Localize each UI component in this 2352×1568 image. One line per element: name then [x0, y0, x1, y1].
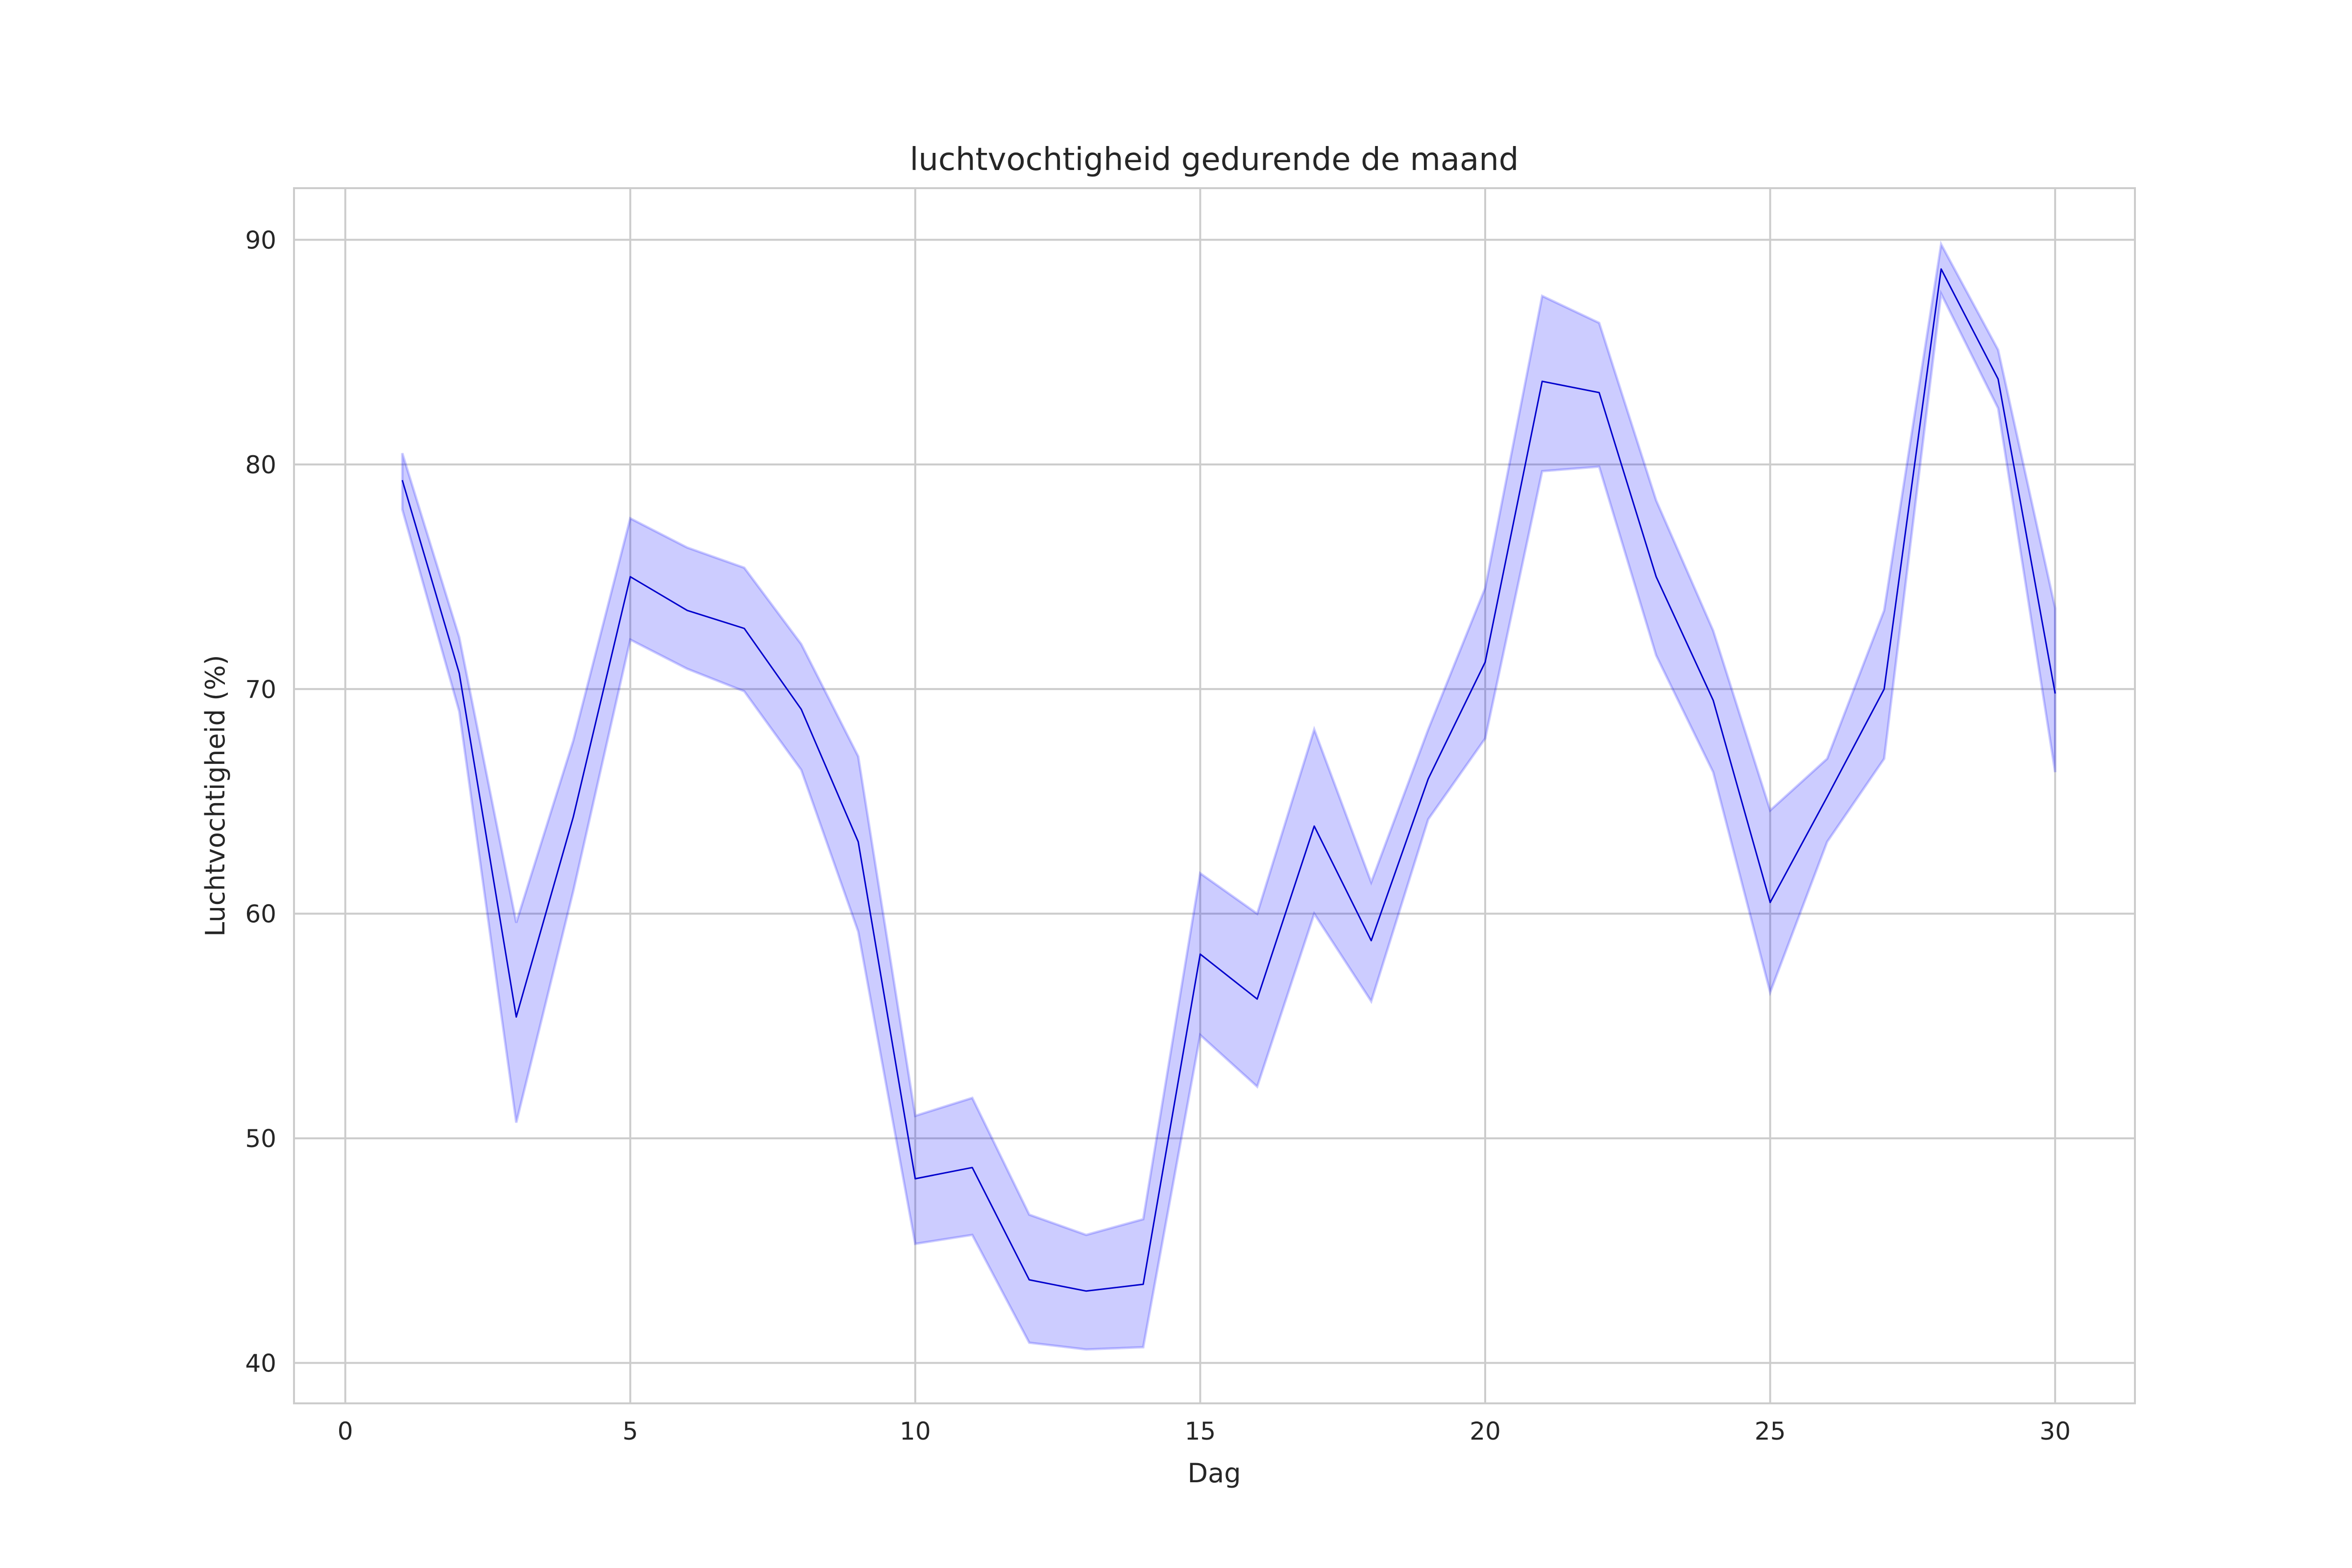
x-tick-label: 30	[2039, 1417, 2071, 1446]
y-tick-label: 60	[245, 900, 276, 929]
y-tick-label: 70	[245, 675, 276, 704]
x-tick-label: 0	[338, 1417, 353, 1446]
y-tick-label: 50	[245, 1125, 276, 1153]
x-tick-label: 5	[622, 1417, 638, 1446]
y-tick-label: 40	[245, 1349, 276, 1377]
y-tick-label: 80	[245, 451, 276, 479]
x-tick-label: 10	[900, 1417, 931, 1446]
series-line-layer	[401, 268, 2056, 1292]
y-tick-labels: 40 50 60 70 80 90	[245, 226, 276, 1377]
x-tick-labels: 0 5 10 15 20 25 30	[338, 1417, 2071, 1446]
confidence-band	[401, 240, 2057, 1351]
confidence-band-layer	[401, 240, 2057, 1351]
plot-frame	[293, 187, 2136, 1404]
x-axis-label: Dag	[1188, 1458, 1241, 1489]
series-line	[401, 268, 2056, 1292]
y-axis-label: Luchtvochtigheid (%)	[200, 655, 231, 936]
x-tick-label: 20	[1470, 1417, 1501, 1446]
chart-title: luchtvochtigheid gedurende de maand	[910, 142, 1519, 178]
x-tick-label: 15	[1185, 1417, 1216, 1446]
grid-lines	[294, 188, 2135, 1403]
x-tick-label: 25	[1755, 1417, 1786, 1446]
y-tick-label: 90	[245, 226, 276, 254]
